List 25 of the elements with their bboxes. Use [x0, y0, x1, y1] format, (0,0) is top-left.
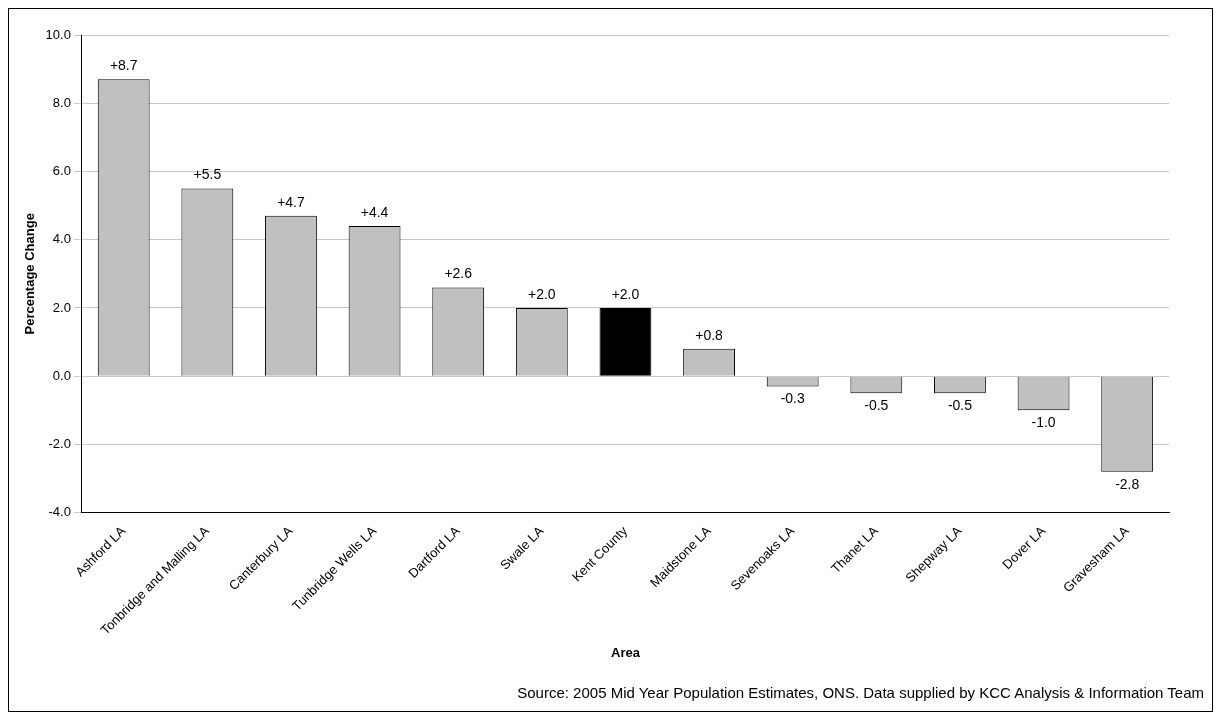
y-tick-label: 0.0 — [52, 367, 71, 383]
data-label: -1.0 — [1031, 414, 1056, 431]
data-label: +4.7 — [277, 193, 305, 210]
data-label: +2.0 — [528, 285, 556, 302]
y-tick-label: 10.0 — [45, 26, 71, 42]
data-label: +0.8 — [695, 326, 724, 343]
y-axis-title: Percentage Change — [22, 213, 38, 335]
data-label: +5.5 — [193, 166, 222, 183]
y-tick-label: 4.0 — [52, 231, 71, 247]
data-label: +8.7 — [109, 57, 138, 74]
data-label: +4.4 — [360, 203, 389, 220]
y-tick-label: -4.0 — [48, 504, 71, 520]
bar — [599, 307, 652, 376]
data-label: -0.3 — [780, 390, 805, 407]
x-axis-title: Area — [610, 644, 641, 660]
y-tick-label: 8.0 — [52, 94, 71, 110]
data-label: -0.5 — [947, 397, 973, 414]
y-tick-label: 6.0 — [52, 163, 71, 179]
y-tick-label: -2.0 — [48, 435, 71, 451]
source-note: Source: 2005 Mid Year Population Estimates, ONS. Data supplied by KCC Analysis & Information Team — [517, 684, 1204, 701]
data-label: -0.5 — [864, 397, 889, 414]
data-label: +2.0 — [611, 285, 640, 302]
data-label: -2.8 — [1115, 475, 1140, 492]
y-tick-label: 2.0 — [52, 299, 71, 315]
data-label: +2.6 — [444, 265, 473, 282]
